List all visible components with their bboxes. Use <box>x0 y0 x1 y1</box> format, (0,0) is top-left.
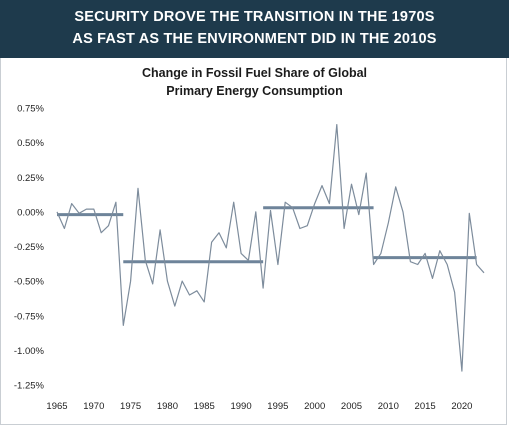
x-tick-label: 2010 <box>378 401 399 412</box>
y-tick-label: -0.75% <box>14 311 45 322</box>
x-tick-label: 1970 <box>83 401 104 412</box>
headline-banner: SECURITY DROVE THE TRANSITION IN THE 197… <box>0 0 509 58</box>
y-tick-label: -0.25% <box>14 242 45 253</box>
x-tick-label: 1975 <box>120 401 141 412</box>
chart-title-line-2: Primary Energy Consumption <box>166 84 343 98</box>
chart-title-line-1: Change in Fossil Fuel Share of Global <box>141 66 368 80</box>
x-tick-label: 2005 <box>341 401 362 412</box>
y-tick-label: -1.00% <box>14 346 45 357</box>
x-tick-label: 1980 <box>157 401 178 412</box>
y-tick-label: 0.25% <box>17 173 44 184</box>
fossil-share-change-line <box>56 123 485 372</box>
headline-line-1: SECURITY DROVE THE TRANSITION IN THE 197… <box>74 9 435 25</box>
y-tick-label: -0.50% <box>14 277 45 288</box>
y-tick-label: 0.00% <box>17 207 44 218</box>
x-tick-label: 1995 <box>267 401 288 412</box>
y-tick-label: 0.50% <box>17 138 44 149</box>
x-tick-label: 2000 <box>304 401 325 412</box>
x-axis-ticks: 1965 1970 1975 1980 1985 1990 1995 2000 2005 2010… <box>46 401 472 412</box>
y-axis-ticks: 0.75% 0.50% 0.25% 0.00% -0.25% -0.50% -0.75% -1… <box>14 104 45 392</box>
x-tick-label: 2020 <box>451 401 472 412</box>
y-tick-label: -1.25% <box>14 381 45 392</box>
y-tick-label: 0.75% <box>17 104 44 115</box>
x-tick-label: 2015 <box>415 401 436 412</box>
x-tick-label: 1990 <box>230 401 251 412</box>
chart-title: Change in Fossil Fuel Share of Global Pr… <box>0 64 509 100</box>
x-tick-label: 1965 <box>46 401 67 412</box>
series-lines <box>56 123 485 372</box>
headline-line-2: AS FAST AS THE ENVIRONMENT DID IN THE 20… <box>72 31 437 47</box>
x-tick-label: 1985 <box>194 401 215 412</box>
